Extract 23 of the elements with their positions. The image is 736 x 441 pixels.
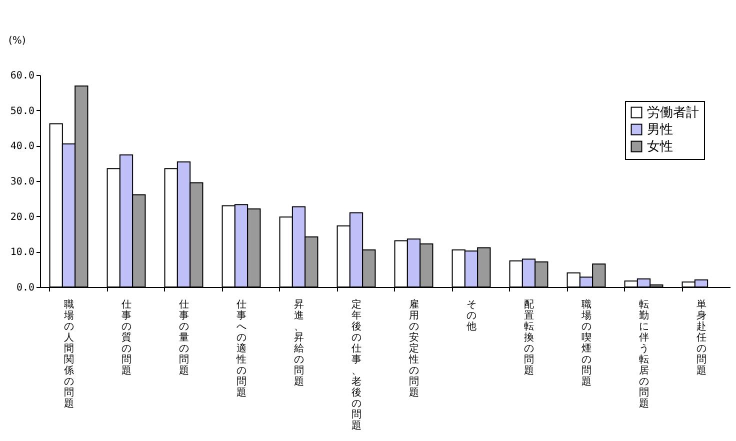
category-label: 定年後の仕事、老後の問題	[351, 300, 362, 432]
category-label: 転勤に伴う転居の問題	[638, 300, 649, 410]
y-tick-label: 50.0	[10, 106, 34, 117]
y-tick-label: 30.0	[10, 176, 34, 188]
category-label: 雇用の安定性の問題	[408, 300, 419, 398]
x-tick-label: 職場の喫煙の問題	[580, 298, 592, 388]
x-tick-label: 単身赴任の問題	[695, 300, 706, 376]
y-tick-label: 60.0	[10, 70, 34, 82]
y-tick-label: 0.0	[16, 282, 34, 294]
legend-label: 男性	[647, 122, 673, 138]
legend-label: 女性	[647, 140, 673, 154]
category-label: 仕事への適性の問題	[236, 300, 246, 398]
x-tick-label: 仕事の量の問題	[178, 300, 189, 376]
x-tick-label: 配置転換の問題	[524, 300, 534, 376]
y-tick-label: 40.0	[10, 141, 34, 152]
x-tick-label: 仕事の質の問題	[121, 300, 132, 376]
y-axis-title: (%)	[8, 36, 26, 46]
x-tick-label: 昇進、昇給の問題	[292, 300, 304, 388]
legend-label: 労働者計	[647, 106, 699, 120]
y-tick-label: 10.0	[10, 247, 34, 258]
y-tick-label: 20.0	[10, 212, 34, 223]
x-tick-label: その他	[466, 300, 476, 332]
category-label: 職場の人間関係の問題	[64, 300, 74, 410]
